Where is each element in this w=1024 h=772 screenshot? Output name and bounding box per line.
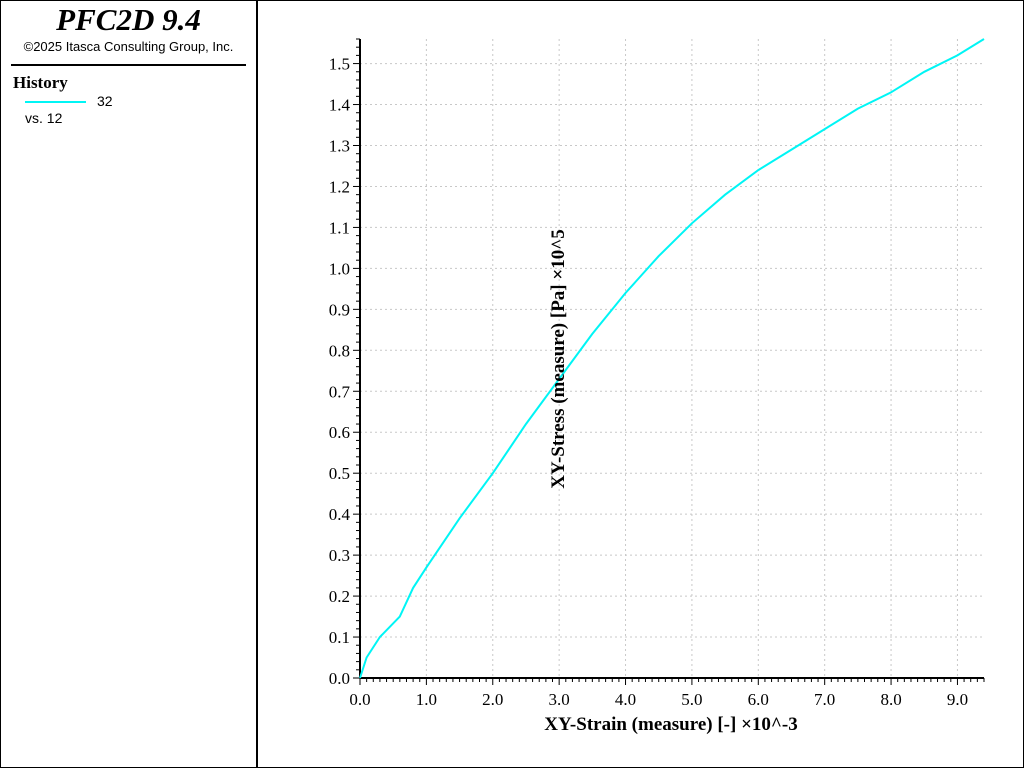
x-tick-label: 8.0 [880,690,901,709]
y-tick-label: 1.1 [329,218,350,237]
y-tick-label: 0.0 [329,669,350,688]
legend-series-id: 32 [97,93,113,109]
y-tick-label: 0.7 [329,382,351,401]
x-tick-label: 6.0 [748,690,769,709]
x-tick-label: 3.0 [549,690,570,709]
x-tick-label: 2.0 [482,690,503,709]
sidebar-divider [11,64,246,66]
history-chart: 0.0 1.0 2.0 3.0 4.0 5.0 6.0 7.0 8.0 9.0 0.0 0.1 0.2 0… [329,38,985,735]
legend-title: History [13,73,68,92]
x-tick-label: 9.0 [947,690,968,709]
axes [359,39,984,679]
legend-swatch [25,101,86,103]
y-tick-label: 0.2 [329,587,350,606]
x-axis-label: XY-Strain (measure) [-] ×10^-3 [544,714,798,735]
legend-vs-label: vs. 12 [25,110,63,126]
ticks: 0.0 1.0 2.0 3.0 4.0 5.0 6.0 7.0 8.0 9.0 0.0 0.1 0.2 0… [329,38,985,709]
x-tick-label: 5.0 [681,690,702,709]
y-tick-label: 0.3 [329,546,350,565]
x-tick-label: 1.0 [416,690,437,709]
app-title: PFC2D 9.4 [56,2,201,37]
y-tick-label: 0.8 [329,341,350,360]
y-tick-label: 0.6 [329,423,350,442]
legend-panel: PFC2D 9.4 ©2025 Itasca Consulting Group,… [1,1,258,767]
plot-area: 0.0 1.0 2.0 3.0 4.0 5.0 6.0 7.0 8.0 9.0 0.0 0.1 0.2 0… [259,1,1023,767]
y-tick-label: 1.4 [329,96,351,115]
series [359,38,985,679]
y-tick-label: 0.4 [329,505,351,524]
x-tick-label: 0.0 [349,690,370,709]
x-tick-label: 7.0 [814,690,835,709]
copyright-text: ©2025 Itasca Consulting Group, Inc. [23,39,234,54]
grid [359,39,984,679]
y-tick-label: 1.3 [329,137,350,156]
y-tick-label: 0.5 [329,464,350,483]
y-axis-label: XY-Stress (measure) [Pa] ×10^5 [548,229,569,489]
y-tick-label: 1.5 [329,55,350,74]
y-tick-label: 0.9 [329,300,350,319]
y-tick-label: 1.2 [329,177,350,196]
y-tick-label: 0.1 [329,628,350,647]
y-tick-label: 1.0 [329,259,350,278]
x-tick-label: 4.0 [615,690,636,709]
series-line [359,38,985,679]
